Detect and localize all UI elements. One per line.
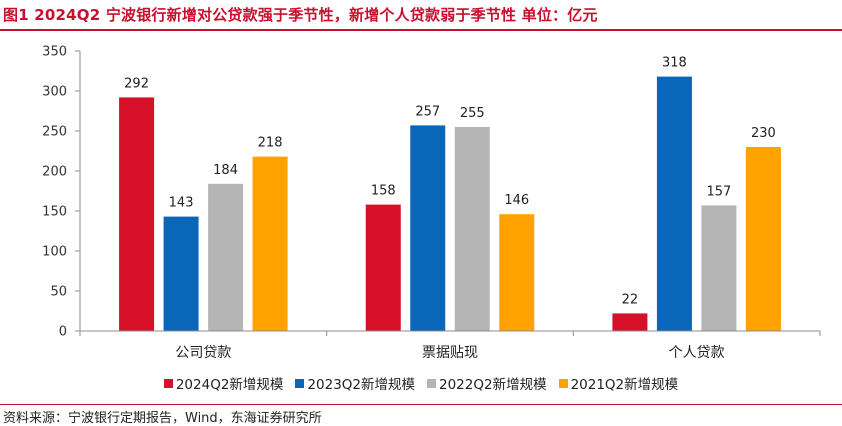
legend-item-2024Q2新增规模: 2024Q2新增规模 [163,373,284,393]
bar-2022Q2新增规模-票据贴现 [454,127,490,331]
y-tick-label: 50 [50,285,67,300]
bar-2021Q2新增规模-票据贴现 [499,214,535,331]
bar-2024Q2新增规模-票据贴现 [365,204,401,331]
data-label-2024Q2新增规模-个人贷款: 22 [622,292,639,307]
data-label-2021Q2新增规模-个人贷款: 230 [751,126,776,141]
data-label-2022Q2新增规模-票据贴现: 255 [460,106,485,121]
y-tick-label: 250 [42,125,67,140]
y-axis: 0 50 100 150 200 250 300 350 [42,45,81,340]
data-label-2024Q2新增规模-公司贷款: 292 [124,76,149,91]
bar-2024Q2新增规模-公司贷款 [119,97,155,332]
legend-label: 2022Q2新增规模 [439,377,547,393]
footer-divider [0,404,842,405]
bar-2021Q2新增规模-公司贷款 [252,156,288,331]
legend-item-2022Q2新增规模: 2022Q2新增规模 [427,373,547,393]
bar-2021Q2新增规模-个人贷款 [745,147,781,331]
legend-label: 2023Q2新增规模 [307,377,415,393]
legend-item-2021Q2新增规模: 2021Q2新增规模 [558,373,679,393]
bar-2023Q2新增规模-个人贷款 [656,76,692,331]
legend-label: 2021Q2新增规模 [570,377,679,393]
chart-legend: 2024Q2新增规模 2023Q2新增规模 2022Q2新增规模 2021Q2新增规模 [0,373,842,393]
title-divider [0,29,842,31]
legend-label: 2024Q2新增规模 [175,377,284,393]
data-label-2023Q2新增规模-个人贷款: 318 [662,56,687,71]
legend-swatch [427,378,436,388]
legend-swatch [163,378,173,388]
x-axis: 公司贷款 票据贴现 个人贷款 [79,330,821,361]
y-tick-label: 200 [42,165,67,180]
source-note: 资料来源：宁波银行定期报告，Wind，东海证券研究所 [3,411,322,426]
x-tick-label-个人贷款: 个人贷款 [669,345,725,361]
bar-2022Q2新增规模-公司贷款 [208,183,244,331]
y-tick-label: 0 [59,325,67,340]
data-label-2023Q2新增规模-票据贴现: 257 [415,104,440,119]
x-tick-label-票据贴现: 票据贴现 [422,345,478,361]
legend-swatch [295,378,305,388]
bar-series [119,76,781,332]
bar-2023Q2新增规模-公司贷款 [163,216,199,331]
bar-chart: 0 50 100 150 200 250 300 350 292 158 22 143 257 318 1… [42,45,821,361]
bar-2022Q2新增规模-个人贷款 [701,205,737,331]
data-label-2022Q2新增规模-个人贷款: 157 [707,184,732,199]
y-tick-label: 100 [42,245,67,260]
chart-title: 图1 2024Q2 宁波银行新增对公贷款强于季节性，新增个人贷款弱于季节性 单位… [3,6,598,24]
bar-2024Q2新增规模-个人贷款 [612,313,648,331]
data-label-2021Q2新增规模-公司贷款: 218 [258,136,283,151]
x-tick-label-公司贷款: 公司贷款 [175,345,231,361]
value-labels: 292 158 22 143 257 318 184 255 157 218 146 230 [124,56,776,308]
y-tick-label: 300 [42,85,67,100]
y-tick-label: 350 [42,45,67,60]
bar-2023Q2新增规模-票据贴现 [410,125,446,332]
legend-swatch [558,378,568,388]
data-label-2022Q2新增规模-公司贷款: 184 [213,163,238,178]
legend-item-2023Q2新增规模: 2023Q2新增规模 [295,373,415,393]
data-label-2024Q2新增规模-票据贴现: 158 [371,184,396,199]
y-tick-label: 150 [42,205,67,220]
data-label-2021Q2新增规模-票据贴现: 146 [504,193,529,208]
data-label-2023Q2新增规模-公司贷款: 143 [169,196,194,211]
